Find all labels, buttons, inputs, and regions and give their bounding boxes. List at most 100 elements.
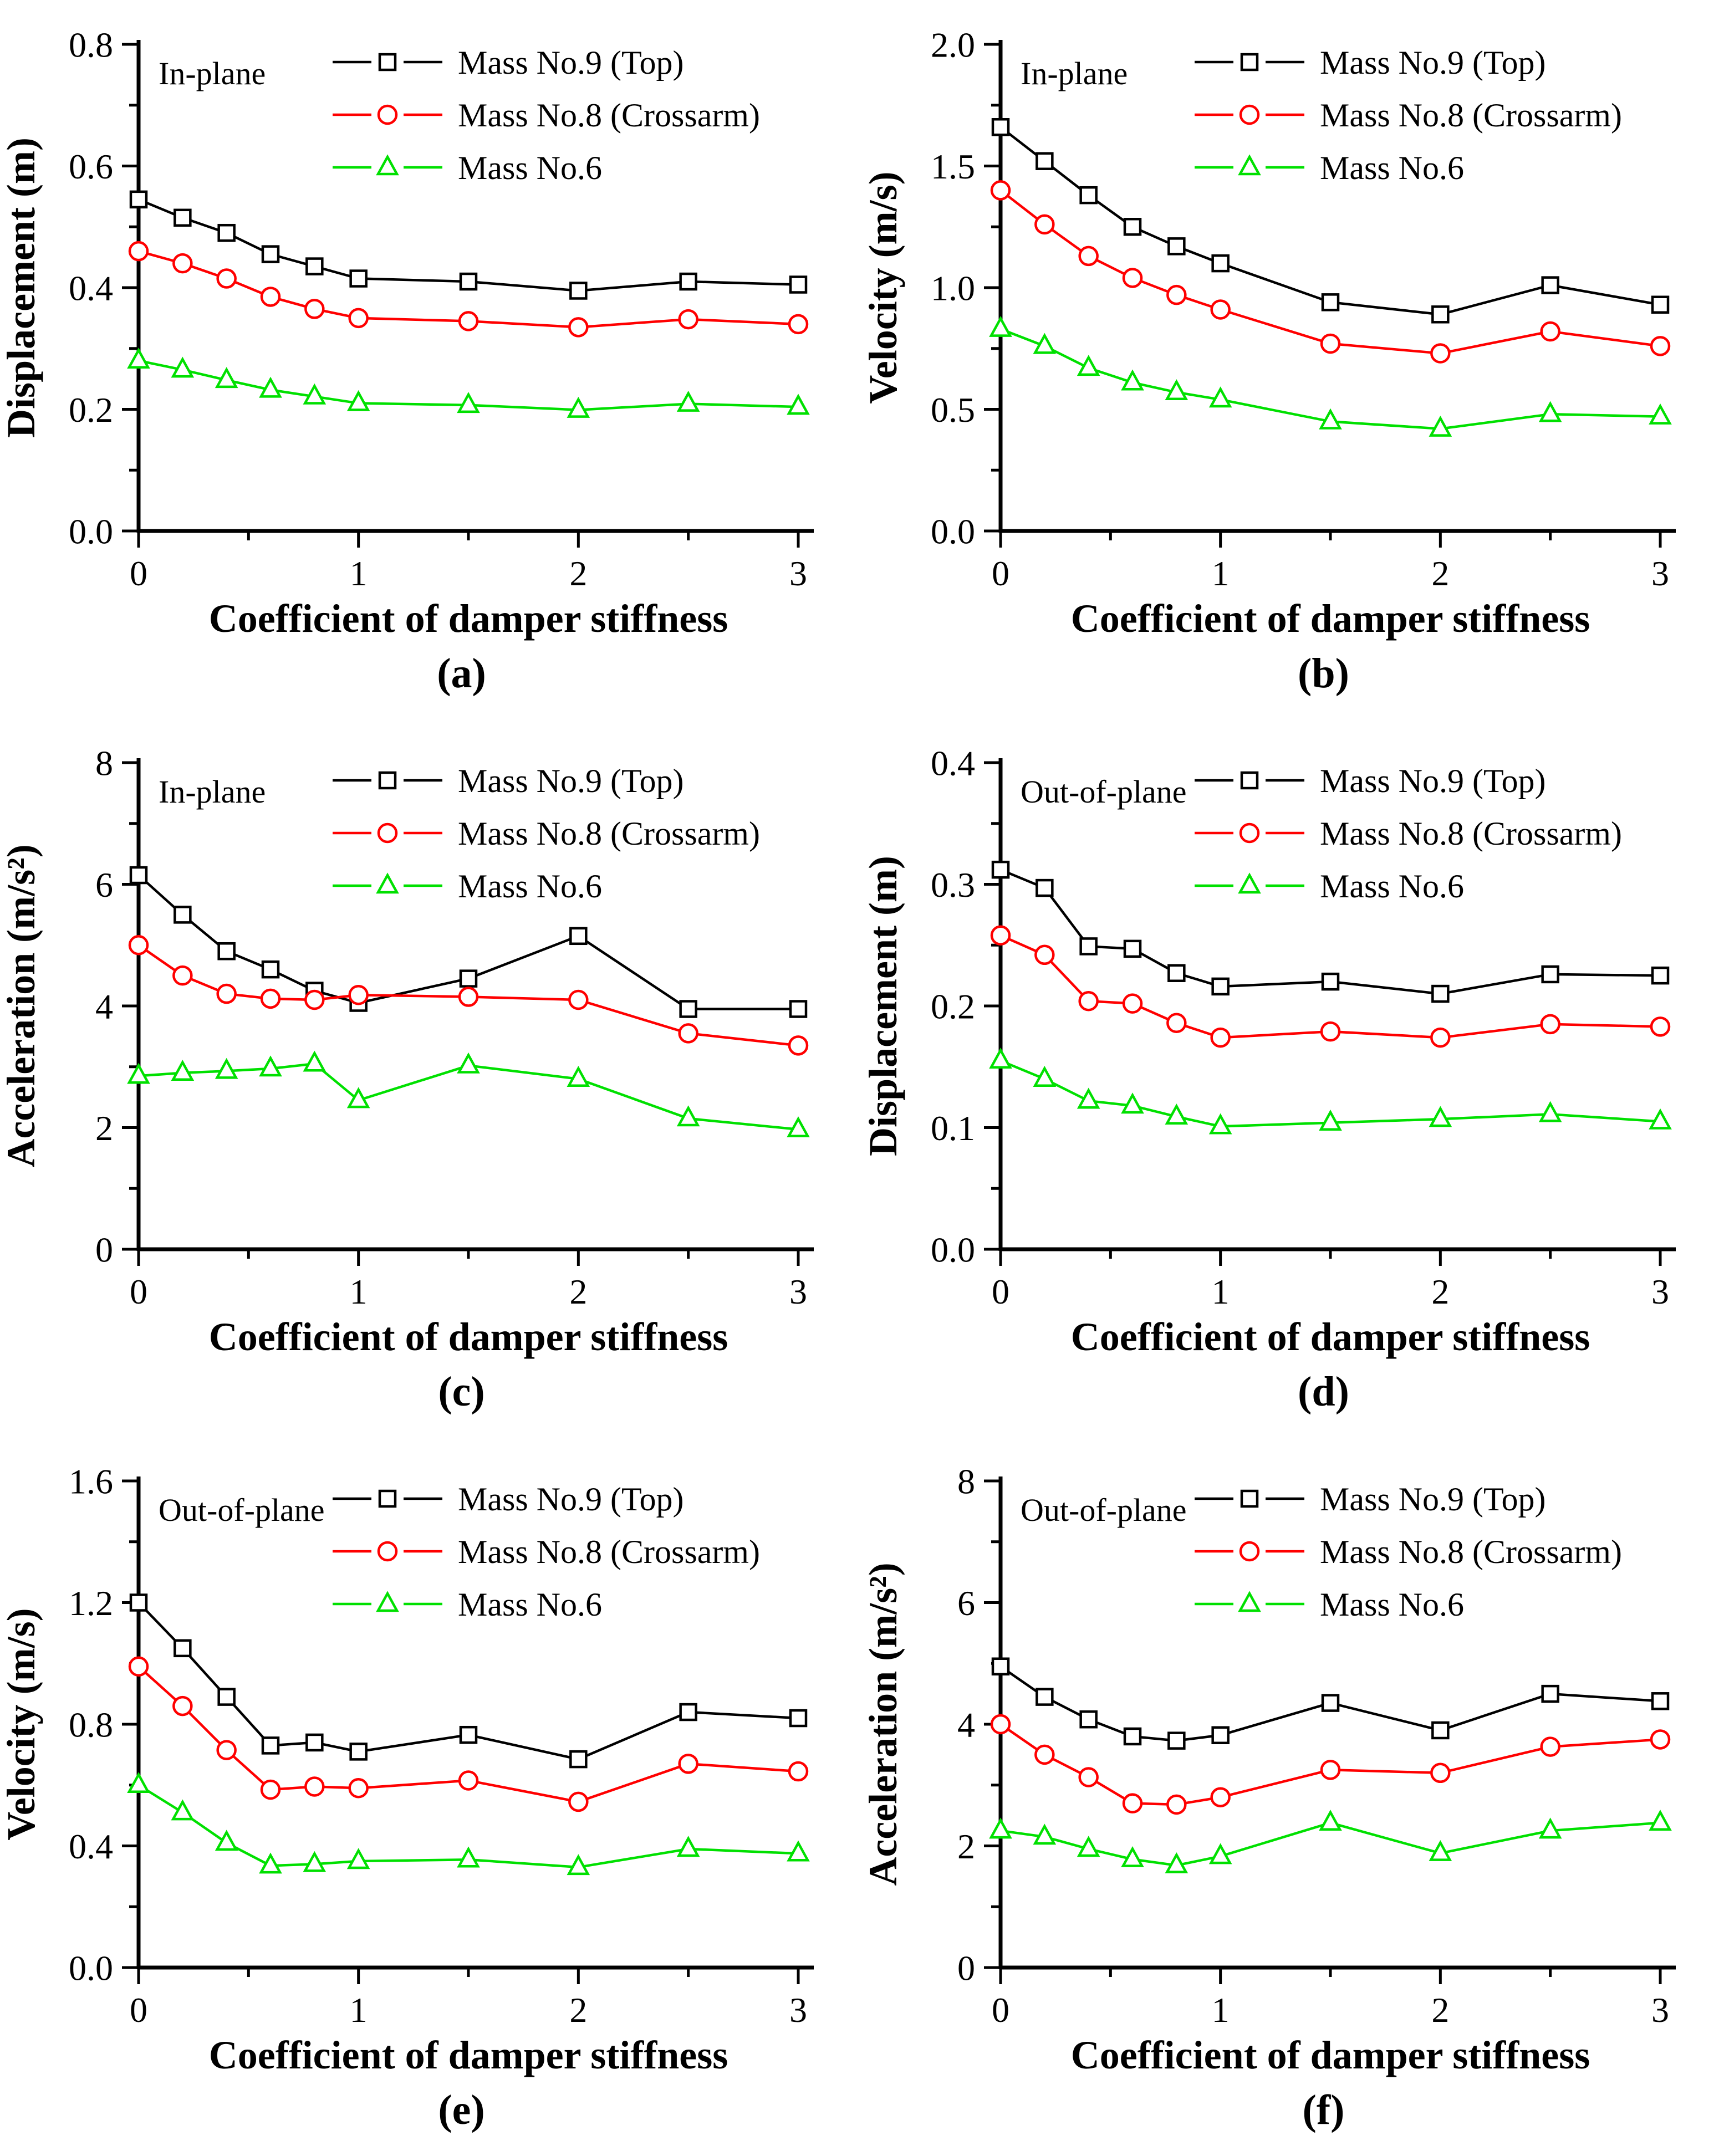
- circle-marker: [1239, 1541, 1260, 1562]
- series-line: [999, 126, 1661, 316]
- series-mass8: [128, 241, 809, 338]
- square-marker: [569, 927, 588, 946]
- triangle-marker: [303, 1851, 327, 1872]
- y-tick-label: 2.0: [931, 25, 975, 64]
- series-line: [138, 359, 799, 411]
- triangle-marker: [171, 1799, 195, 1821]
- triangle-marker: [567, 1066, 590, 1087]
- legend-label: Mass No.9 (Top): [458, 1481, 684, 1518]
- circle-marker: [1540, 1736, 1560, 1757]
- legend-item: Mass No.6: [333, 868, 602, 905]
- chart-out-of-plane-acceleration: 0 2 4 6 8 0 1 2 3 Coefficient of damper stiffness…: [862, 1462, 1676, 2077]
- legend-item: Mass No.8 (Crossarm): [1195, 815, 1622, 852]
- triangle-marker: [1238, 1591, 1261, 1612]
- series-mass6: [127, 348, 810, 418]
- legend-item: Mass No.6: [333, 150, 602, 186]
- legend-label: Mass No.8 (Crossarm): [1320, 815, 1622, 852]
- legend: Mass No.9 (Top) Mass No.8 (Crossarm) Mass …: [1195, 1481, 1622, 1623]
- y-ticks: 0.0 0.4 0.8 1.2 1.6: [69, 1462, 139, 1988]
- circle-marker: [1650, 1729, 1671, 1750]
- triangle-marker: [376, 154, 399, 176]
- square-marker: [129, 866, 148, 885]
- series-line: [137, 1784, 799, 1869]
- x-tick-label: 2: [569, 1272, 587, 1311]
- panel-f: 0 2 4 6 8 0 1 2 3 Coefficient of damper stiffness…: [862, 1437, 1724, 2155]
- x-axis-title: Coefficient of damper stiffness: [209, 596, 728, 641]
- series-mass8: [990, 1714, 1671, 1815]
- triangle-marker: [1208, 1843, 1232, 1864]
- legend-label: Mass No.6: [458, 1586, 602, 1623]
- x-tick-label: 3: [1651, 1990, 1669, 2030]
- circle-marker: [260, 287, 281, 307]
- triangle-marker: [215, 367, 238, 389]
- triangle-marker: [1319, 1110, 1342, 1131]
- y-tick-label: 0.4: [931, 743, 975, 783]
- series-mass6: [989, 1048, 1672, 1135]
- triangle-marker: [1033, 333, 1057, 354]
- square-marker: [1541, 1684, 1559, 1703]
- triangle-marker: [989, 315, 1012, 337]
- series-mass8: [128, 1656, 809, 1812]
- square-marker: [349, 1743, 368, 1761]
- square-marker: [459, 969, 478, 988]
- legend-label: Mass No.9 (Top): [1320, 44, 1546, 81]
- circle-marker: [1430, 1027, 1451, 1048]
- y-tick-label: 0.5: [931, 390, 975, 430]
- circle-marker: [1122, 268, 1143, 288]
- triangle-marker: [676, 1105, 700, 1127]
- circle-marker: [304, 989, 325, 1010]
- square-marker: [1123, 1727, 1142, 1746]
- square-marker: [991, 118, 1010, 136]
- x-tick-label: 2: [1431, 554, 1449, 593]
- square-marker: [679, 272, 697, 291]
- legend-item: Mass No.9 (Top): [1195, 44, 1546, 81]
- y-ticks: 0.0 0.1 0.2 0.3 0.4: [931, 743, 1001, 1269]
- x-ticks: 0 1 2 3: [130, 531, 807, 593]
- triangle-marker: [346, 1087, 370, 1108]
- triangle-marker: [376, 1591, 399, 1612]
- square-marker: [1036, 152, 1054, 170]
- panel-letter-c: (c): [438, 1368, 485, 1415]
- square-marker: [129, 1593, 148, 1612]
- triangle-marker: [1208, 386, 1232, 408]
- circle-marker: [1650, 1016, 1671, 1037]
- legend-item: Mass No.6: [1195, 868, 1464, 905]
- y-tick-label: 0.0: [69, 1948, 113, 1988]
- triangle-marker: [1165, 1852, 1189, 1873]
- y-axis-title: Displacement (m): [0, 137, 43, 438]
- circle-marker: [1540, 1014, 1560, 1035]
- square-marker: [174, 208, 192, 227]
- triangle-marker: [1649, 1108, 1672, 1130]
- legend: Mass No.9 (Top) Mass No.8 (Crossarm) Mass …: [333, 44, 760, 186]
- circle-marker: [348, 308, 369, 329]
- series-line: [138, 249, 799, 329]
- circle-marker: [1034, 214, 1055, 235]
- circle-marker: [216, 1740, 237, 1760]
- circle-marker: [377, 104, 398, 125]
- square-marker: [349, 269, 368, 288]
- y-tick-label: 0.0: [931, 512, 975, 551]
- panel-letter-d: (d): [1298, 1368, 1349, 1415]
- triangle-marker: [259, 376, 282, 398]
- y-tick-label: 0.0: [931, 1230, 975, 1269]
- x-ticks: 0 1 2 3: [992, 1249, 1669, 1311]
- circle-marker: [304, 299, 325, 319]
- circle-marker: [172, 253, 193, 274]
- x-tick-label: 2: [1431, 1272, 1449, 1311]
- triangle-marker: [1121, 1846, 1144, 1867]
- legend-label: Mass No.8 (Crossarm): [458, 97, 760, 134]
- circle-marker: [216, 983, 237, 1004]
- legend: Mass No.9 (Top) Mass No.8 (Crossarm) Mass …: [1195, 44, 1622, 186]
- circle-marker: [1540, 321, 1560, 342]
- square-marker: [174, 1639, 192, 1658]
- square-marker: [569, 1750, 588, 1769]
- triangle-marker: [1077, 1087, 1100, 1109]
- circle-marker: [128, 241, 149, 262]
- x-tick-label: 1: [350, 554, 368, 593]
- y-ticks: 0 2 4 6 8: [95, 743, 139, 1269]
- legend-item: Mass No.8 (Crossarm): [333, 815, 760, 852]
- square-marker: [305, 257, 324, 275]
- square-marker: [1079, 937, 1098, 956]
- triangle-marker: [457, 1052, 480, 1074]
- y-axis-title: Velocity (m/s): [0, 1608, 43, 1840]
